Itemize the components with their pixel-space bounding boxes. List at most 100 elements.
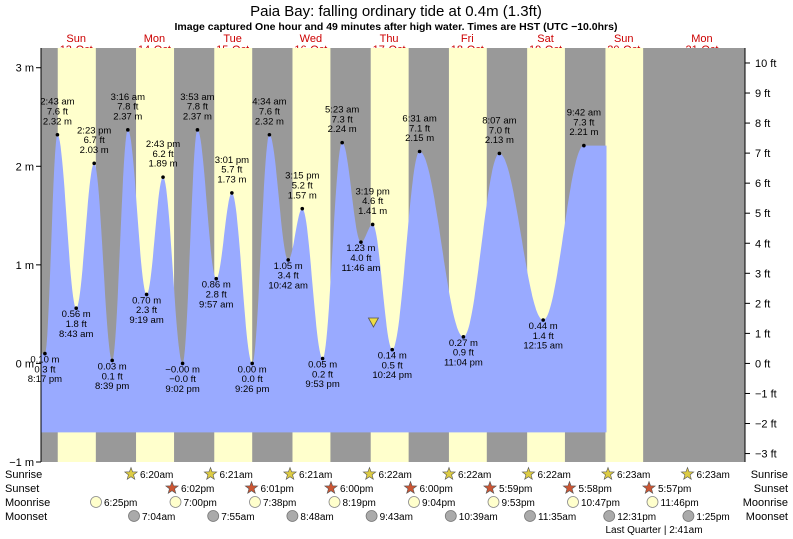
tide-label: 2.03 m xyxy=(80,145,109,156)
moonset-time: 1:25pm xyxy=(696,512,729,523)
tide-label: 2:43 pm xyxy=(146,139,180,150)
moonrise-icon xyxy=(487,496,500,508)
tide-label: 2.15 m xyxy=(405,133,434,144)
sunrise-time: 6:22am xyxy=(458,470,491,481)
tide-label: 7.6 ft xyxy=(259,107,280,118)
sunset-time: 6:01pm xyxy=(261,484,294,495)
sunset-icon xyxy=(323,480,339,495)
sunset-icon xyxy=(482,480,498,495)
sunrise-time: 6:21am xyxy=(299,470,332,481)
sunrise-time: 6:21am xyxy=(220,470,253,481)
sunset-time: 5:59pm xyxy=(499,484,532,495)
moonrise-row-label-left: Moonrise xyxy=(5,497,50,509)
tide-label: 2.8 ft xyxy=(206,289,227,300)
tide-label: 5.2 ft xyxy=(292,180,313,191)
tide-point xyxy=(300,206,305,211)
right-tick-label: −1 ft xyxy=(755,388,777,400)
tide-label: 5.7 ft xyxy=(221,165,242,176)
moonrise-icon xyxy=(646,496,659,508)
tide-label: 0.70 m xyxy=(132,295,161,306)
moonrise-icon xyxy=(328,496,341,508)
tide-label: 0.3 ft xyxy=(34,364,55,375)
sunset-icon xyxy=(641,480,657,495)
day-label: Thu xyxy=(380,33,399,45)
tide-label: 4.0 ft xyxy=(350,253,371,264)
tide-label: 1.23 m xyxy=(346,243,375,254)
tide-label: 7.1 ft xyxy=(409,123,430,134)
left-tick-label: −1 m xyxy=(9,457,34,469)
moonrise-icon xyxy=(408,496,420,508)
sunset-time: 6:02pm xyxy=(181,484,214,495)
sunset-time: 6:00pm xyxy=(340,484,373,495)
tide-label: 9:02 pm xyxy=(165,384,199,395)
tide-label: 0.10 m xyxy=(30,355,59,366)
tide-label: 9:57 am xyxy=(199,299,233,310)
day-label: Sat xyxy=(537,33,554,45)
tide-label: 1.8 ft xyxy=(66,319,87,330)
current-tide-marker xyxy=(367,317,380,328)
tide-label: 0.44 m xyxy=(529,321,558,332)
sunrise-time: 6:20am xyxy=(140,470,173,481)
plot-area xyxy=(41,48,745,462)
tide-label: 1.89 m xyxy=(149,159,178,170)
left-tick-label: 2 m xyxy=(16,161,34,173)
tide-point xyxy=(110,358,114,363)
tide-label: 7.3 ft xyxy=(573,117,594,128)
tide-point xyxy=(92,161,96,166)
moonset-time: 8:48am xyxy=(300,512,333,523)
tide-label: 7.3 ft xyxy=(332,114,353,125)
sunset-row-label-right: Sunset xyxy=(754,483,788,495)
tide-point xyxy=(370,222,375,227)
day-label: Mon xyxy=(144,33,165,45)
right-tick-label: 1 ft xyxy=(755,328,770,340)
tide-label: 6:31 am xyxy=(402,114,436,125)
tide-label: 9:53 pm xyxy=(305,379,339,390)
moonset-icon xyxy=(207,510,220,522)
tide-label: −0.0 ft xyxy=(169,374,196,385)
tide-point xyxy=(144,292,149,297)
day-label: Tue xyxy=(223,33,242,45)
right-tick-label: 7 ft xyxy=(755,148,770,160)
tide-label: 2:23 pm xyxy=(77,125,111,136)
sunrise-icon xyxy=(282,466,298,481)
sunrise-icon xyxy=(441,466,457,481)
tide-label: 2.37 m xyxy=(113,111,142,122)
tide-label: 7.0 ft xyxy=(489,125,510,136)
moonrise-time: 6:25pm xyxy=(104,498,137,509)
moonrise-icon xyxy=(169,496,182,508)
moonset-icon xyxy=(286,510,299,522)
tide-point xyxy=(126,128,130,132)
tide-label: 8:17 pm xyxy=(28,374,62,385)
tide-point xyxy=(250,361,254,366)
sunrise-icon xyxy=(600,466,616,481)
tide-label: 8:43 am xyxy=(59,329,93,340)
tide-point xyxy=(582,143,586,148)
right-tick-label: 3 ft xyxy=(755,268,770,280)
tide-label: 3:53 am xyxy=(180,92,214,103)
right-tick-label: 2 ft xyxy=(755,298,770,310)
tide-label: 1.41 m xyxy=(358,206,387,217)
sunset-time: 6:00pm xyxy=(420,484,453,495)
astro-rows: Sunrise Sunrise Sunset Sunset Moonrise Moonri… xyxy=(5,466,788,536)
tide-label: 12:15 am xyxy=(523,341,563,352)
right-tick-label: 5 ft xyxy=(755,208,770,220)
tide-label: 2.32 m xyxy=(255,116,284,127)
tide-point xyxy=(541,318,545,322)
moonrise-row-label-right: Moonrise xyxy=(743,497,788,509)
tide-point xyxy=(195,128,200,132)
left-tick-label: 1 m xyxy=(16,260,34,272)
day-label: Wed xyxy=(300,33,322,45)
sunrise-icon xyxy=(362,466,377,481)
tide-label: 2.13 m xyxy=(485,135,514,146)
tide-point xyxy=(359,240,363,244)
tide-label: 9:19 am xyxy=(129,315,163,326)
moonrise-time: 11:46pm xyxy=(661,498,699,509)
moonset-icon xyxy=(444,510,457,522)
tide-point xyxy=(43,351,47,356)
tide-label: 3:19 pm xyxy=(355,186,389,197)
tide-label: 9:26 pm xyxy=(235,384,269,395)
moonset-icon xyxy=(524,510,536,522)
tide-point xyxy=(461,335,466,339)
axes: −1 m 0 m 1 m 2 m 3 m −3 ft −2 ft −1 ft 0 ft 1 ft 2… xyxy=(9,48,777,469)
right-tick-label: 10 ft xyxy=(755,58,776,70)
